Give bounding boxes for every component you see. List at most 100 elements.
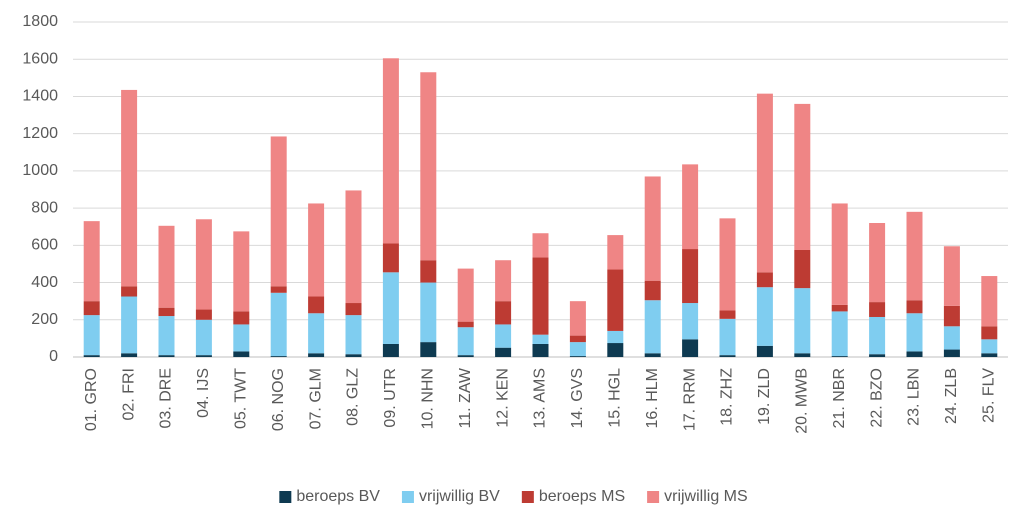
bar-segment (233, 351, 250, 357)
bar-segment (719, 318, 736, 356)
bar-segment (682, 339, 699, 357)
x-tick-label: 09. UTR (382, 368, 399, 428)
bar-segment (83, 221, 100, 302)
bar-segment (270, 286, 287, 293)
y-tick-label: 1600 (22, 50, 58, 67)
bar-segment (981, 326, 998, 340)
bar-segment (906, 300, 923, 314)
bar-segment (382, 58, 399, 244)
bar-segment (532, 233, 549, 258)
x-tick-label: 11. ZAW (457, 367, 474, 428)
bar-segment (682, 303, 699, 340)
x-tick-label: 24. ZLB (943, 368, 960, 424)
bar-segment (382, 243, 399, 273)
bar-segment (943, 326, 960, 350)
bar-segment (382, 343, 399, 357)
y-tick-label: 1000 (22, 162, 58, 179)
bar-segment (719, 218, 736, 311)
x-tick-label: 07. GLM (307, 368, 324, 429)
bar-segment (420, 260, 437, 283)
bar-segment (345, 315, 362, 355)
bar-segment (270, 356, 287, 357)
bar-segment (981, 353, 998, 357)
x-tick-label: 15. HGL (607, 368, 624, 428)
y-tick-label: 800 (31, 199, 58, 216)
legend-label: beroeps MS (539, 488, 625, 505)
legend-swatch (279, 491, 292, 503)
bar-segment (906, 313, 923, 352)
x-tick-label: 10. NHN (420, 368, 437, 429)
bar-segment (158, 307, 175, 317)
bar-segment (345, 354, 362, 357)
bar-segment (308, 353, 325, 357)
bar-segment (270, 136, 287, 287)
legend-swatch (401, 491, 414, 503)
bar-segment (121, 286, 138, 297)
legend-swatch (521, 491, 534, 503)
bar-segment (345, 190, 362, 304)
y-tick-label: 400 (31, 274, 58, 291)
bar-segment (532, 257, 549, 335)
bar-segment (233, 324, 250, 352)
bar-segment (794, 353, 811, 357)
x-tick-label: 08. GLZ (345, 368, 362, 426)
legend-label: beroeps BV (296, 488, 380, 505)
x-tick-label: 17. RRM (681, 368, 698, 431)
bar-segment (195, 355, 212, 357)
bar-segment (682, 164, 699, 250)
bar-segment (195, 309, 212, 320)
bar-segment (345, 303, 362, 316)
bar-segment (457, 268, 474, 322)
bar-segment (869, 223, 886, 303)
bar-segment (906, 211, 923, 301)
bar-segment (158, 316, 175, 356)
y-tick-label: 0 (49, 348, 58, 365)
y-tick-label: 1800 (22, 13, 58, 30)
x-tick-label: 04. IJS (195, 368, 212, 418)
bar-segment (719, 310, 736, 319)
bar-segment (532, 334, 549, 344)
y-tick-label: 600 (31, 237, 58, 254)
bar-segment (981, 276, 998, 327)
bar-segment (532, 343, 549, 357)
y-tick-label: 1400 (22, 88, 58, 105)
bar-segment (420, 282, 437, 343)
bar-segment (831, 356, 848, 357)
bar-segment (83, 301, 100, 316)
bar-segment (308, 203, 325, 297)
bar-segment (906, 351, 923, 357)
bar-segment (644, 300, 661, 354)
bar-segment (495, 324, 512, 348)
legend-item: beroeps BV (279, 488, 380, 505)
bar-segment (794, 288, 811, 354)
legend-item: beroeps MS (521, 488, 625, 505)
bar-segment (943, 349, 960, 357)
y-tick-label: 200 (31, 311, 58, 328)
legend-item: vrijwillig BV (401, 488, 500, 505)
bar-segment (233, 231, 250, 312)
bar-segment (382, 272, 399, 344)
bar-segment (195, 219, 212, 310)
bar-segment (195, 319, 212, 356)
bar-segment (682, 249, 699, 304)
legend-item: vrijwillig MS (647, 488, 748, 505)
bar-segment (607, 269, 624, 331)
y-tick-label: 1200 (22, 125, 58, 142)
x-tick-label: 21. NBR (831, 368, 848, 428)
bar-segment (83, 355, 100, 357)
bar-segment (233, 311, 250, 325)
x-tick-label: 12. KEN (494, 368, 511, 428)
bar-segment (495, 301, 512, 325)
x-tick-label: 16. HLM (644, 368, 661, 428)
bar-segment (794, 249, 811, 289)
bar-segment (831, 203, 848, 305)
bar-segment (569, 301, 586, 336)
bar-segment (607, 343, 624, 357)
x-tick-label: 06. NOG (270, 368, 287, 431)
legend-label: vrijwillig MS (664, 488, 748, 505)
bar-segment (457, 321, 474, 328)
bar-segment (420, 72, 437, 261)
bar-segment (457, 355, 474, 357)
bar-segment (270, 292, 287, 357)
